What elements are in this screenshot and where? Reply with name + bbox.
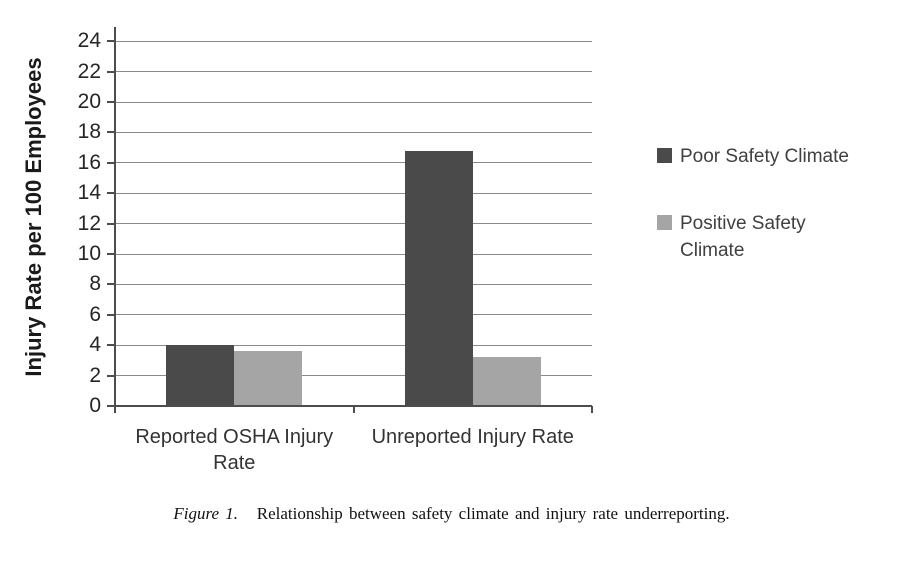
gridline [115,344,592,346]
y-tick-label: 4 [89,333,101,357]
x-axis-tick [352,406,355,413]
y-tick-label: 18 [77,120,101,144]
y-axis-tick [107,222,115,225]
y-axis-tick [107,253,115,255]
y-tick-label: 24 [77,29,101,53]
gridline [115,71,592,73]
gridline [115,101,592,103]
y-tick-label: 22 [77,59,101,83]
y-axis-tick [107,283,115,286]
y-tick-label: 8 [89,272,101,296]
y-axis-tick [107,131,115,134]
y-axis-tick [107,405,115,407]
y-axis-tick [107,70,115,73]
gridline [115,223,592,225]
y-axis-tick [107,101,115,103]
y-tick-label: 20 [77,90,101,113]
figure-caption-label: Figure 1. [173,504,239,523]
gridline [115,283,592,285]
x-axis-tick [114,406,116,413]
figure-caption-text: Relationship between safety climate and … [256,504,730,523]
legend-label: Poor Safety Climate [680,146,849,167]
y-tick-label: 14 [77,181,101,205]
legend-entry-poor-safety-climate: Poor Safety Climate [657,143,866,170]
bar-positive-safety-climate [472,357,541,406]
bar-poor-safety-climate [404,150,473,406]
legend-label: Positive Safety Climate [680,213,806,261]
x-category-label-reported-osha-injury-rate: Reported OSHA Injury Rate [135,426,334,474]
legend-swatch-icon [657,148,672,163]
gridline [115,192,592,194]
gridline [115,314,592,316]
legend-swatch-icon [657,215,672,230]
bar-positive-safety-climate [234,351,303,406]
y-axis-tick [107,40,115,43]
y-axis-tick [107,374,115,377]
y-tick-label: 16 [77,150,101,174]
gridline [115,162,592,164]
y-axis-tick [107,344,115,347]
y-axis-tick [107,161,115,164]
legend-entry-positive-safety-climate: Positive Safety Climate [657,210,866,264]
y-tick-label: 2 [89,363,101,387]
y-axis-line [114,27,116,413]
gridline [115,40,592,42]
gridline [115,375,592,377]
y-tick-label: 6 [89,302,101,326]
y-axis-tick [107,192,115,195]
x-category-label-unreported-injury-rate: Unreported Injury Rate [371,426,574,448]
y-axis-tick [107,313,115,316]
legend: Poor Safety Climate Positive Safety Clima… [657,143,866,304]
bar-poor-safety-climate [166,345,235,406]
x-axis-tick [591,406,593,413]
y-tick-label: 10 [77,242,101,265]
y-tick-label: 12 [77,211,101,235]
figure-caption: Figure 1. Relationship between safety cl… [0,504,903,524]
gridline [115,253,592,255]
gridline [115,131,592,133]
y-tick-label: 0 [89,394,101,417]
